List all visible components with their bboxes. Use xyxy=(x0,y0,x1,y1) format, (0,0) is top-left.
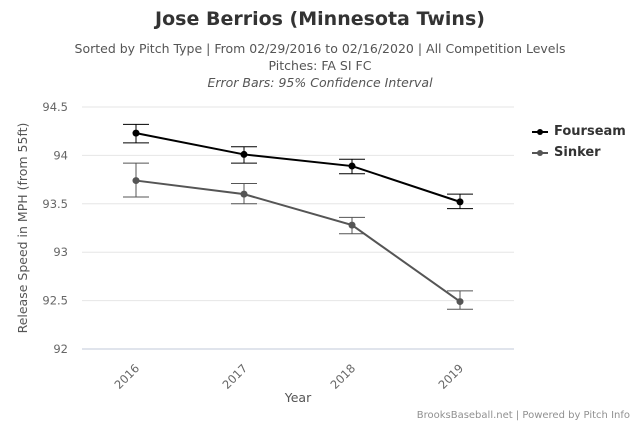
x-tick-label-2016: 2016 xyxy=(112,361,143,392)
legend-item-fourseam[interactable]: Fourseam xyxy=(532,124,626,139)
y-tick-label-3: 93.5 xyxy=(42,197,68,211)
y-axis-title: Release Speed in MPH (from 55ft) xyxy=(15,123,30,334)
y-tick-label-0: 92 xyxy=(53,342,68,356)
legend-item-sinker[interactable]: Sinker xyxy=(532,145,601,160)
y-tick-label-1: 92.5 xyxy=(42,294,68,308)
data-point-sinker-2018 xyxy=(349,222,356,229)
y-tick-label-4: 94 xyxy=(53,148,68,162)
x-tick-label-2018: 2018 xyxy=(328,361,359,392)
legend-fourseam-label: Fourseam xyxy=(554,124,626,139)
legend-sinker-symbol xyxy=(532,152,548,154)
y-tick-label-2: 93 xyxy=(53,245,68,259)
series-line-sinker xyxy=(136,181,460,302)
data-point-sinker-2019 xyxy=(457,298,464,305)
x-tick-label-2017: 2017 xyxy=(220,361,251,392)
line-chart: 92 92.5 93 93.5 94 94.5 2016 2017 2018 2019 Year Re… xyxy=(0,0,640,427)
y-tick-label-5: 94.5 xyxy=(42,100,68,114)
series-line-fourseam xyxy=(136,133,460,202)
data-point-sinker-2017 xyxy=(241,191,248,198)
data-point-fourseam-2018 xyxy=(349,163,356,170)
data-point-sinker-2016 xyxy=(133,177,140,184)
credits-link[interactable]: BrooksBaseball.net | Powered by Pitch In… xyxy=(417,410,630,421)
legend-sinker-label: Sinker xyxy=(554,145,601,160)
data-point-fourseam-2019 xyxy=(457,198,464,205)
data-point-fourseam-2017 xyxy=(241,151,248,158)
x-tick-label-2019: 2019 xyxy=(436,361,467,392)
data-point-fourseam-2016 xyxy=(133,130,140,137)
x-axis-title: Year xyxy=(284,390,312,405)
legend-fourseam-symbol xyxy=(532,131,548,133)
